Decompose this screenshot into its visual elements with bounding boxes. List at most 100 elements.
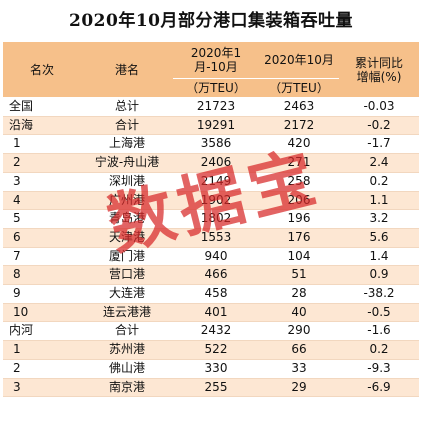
growth-cell: 5.6 [339,228,419,248]
header-port: 港名 [81,42,173,98]
growth-cell: -38.2 [339,284,419,304]
oct-cell: 2172 [259,116,339,136]
growth-cell: 1.1 [339,191,419,211]
oct-cell: 40 [259,303,339,323]
port-cell: 苏州港 [81,340,173,360]
page-title: 2020年10月部分港口集装箱吞吐量 [69,11,353,31]
table-row: 1 苏州港 522 66 0.2 [3,340,419,360]
growth-cell: 2.4 [339,153,419,173]
rank-cell: 8 [3,265,81,286]
ytd-cell: 401 [173,303,259,323]
table-unit-row: （万TEU） （万TEU） [3,78,419,98]
growth-cell: 0.2 [339,340,419,360]
oct-cell: 29 [259,378,339,398]
table-row: 沿海 合计 19291 2172 -0.2 [3,116,419,136]
oct-cell: 33 [259,359,339,379]
port-cell: 青岛港 [81,209,173,229]
ytd-cell: 21723 [173,97,259,117]
header-oct-unit: （万TEU） [259,78,339,98]
rank-cell: 1 [3,134,81,155]
table-row: 3 南京港 255 29 -6.9 [3,378,419,398]
port-cell: 南京港 [81,378,173,398]
ytd-cell: 19291 [173,116,259,136]
ytd-cell: 466 [173,265,259,286]
growth-cell: -0.5 [339,303,419,323]
oct-cell: 420 [259,134,339,155]
table-header-row: 名次 港名 2020年1月-10月 2020年10月 累计同比增幅(%) [3,42,419,98]
port-cell: 厦门港 [81,247,173,267]
growth-cell: 3.2 [339,209,419,229]
port-cell: 宁波-舟山港 [81,153,173,173]
growth-cell: -6.9 [339,378,419,398]
oct-cell: 290 [259,321,339,342]
growth-cell: -9.3 [339,359,419,379]
table-row: 9 大连港 458 28 -38.2 [3,284,419,304]
ytd-cell: 522 [173,340,259,360]
oct-cell: 2463 [259,97,339,117]
table-row: 2 宁波-舟山港 2406 271 2.4 [3,153,419,173]
port-cell: 佛山港 [81,359,173,379]
port-cell: 总计 [81,97,173,117]
rank-cell: 4 [3,191,81,211]
port-cell: 深圳港 [81,172,173,192]
port-cell: 合计 [81,116,173,136]
ytd-cell: 1553 [173,228,259,248]
table-row: 4 广州港 1902 206 1.1 [3,191,419,211]
header-rank: 名次 [3,42,81,98]
header-growth: 累计同比增幅(%) [339,42,419,98]
growth-cell: -1.7 [339,134,419,155]
growth-cell: -0.2 [339,116,419,136]
table-row: 7 厦门港 940 104 1.4 [3,247,419,267]
ytd-cell: 2149 [173,172,259,192]
header-ytd: 2020年1月-10月 [173,42,259,79]
rank-cell: 10 [3,303,81,323]
ytd-cell: 458 [173,284,259,304]
ytd-cell: 1802 [173,209,259,229]
rank-cell: 1 [3,340,81,360]
rank-cell: 5 [3,209,81,229]
port-cell: 大连港 [81,284,173,304]
ytd-cell: 940 [173,247,259,267]
growth-cell: -1.6 [339,321,419,342]
table-row: 全国 总计 21723 2463 -0.03 [3,97,419,117]
rank-cell: 3 [3,172,81,192]
growth-cell: -0.03 [339,97,419,117]
table-row: 3 深圳港 2149 258 0.2 [3,172,419,192]
growth-cell: 0.9 [339,265,419,286]
ytd-cell: 3586 [173,134,259,155]
oct-cell: 28 [259,284,339,304]
oct-cell: 206 [259,191,339,211]
port-cell: 合计 [81,321,173,342]
port-cell: 上海港 [81,134,173,155]
growth-cell: 0.2 [339,172,419,192]
ytd-cell: 255 [173,378,259,398]
oct-cell: 51 [259,265,339,286]
rank-cell: 全国 [3,97,81,117]
oct-cell: 176 [259,228,339,248]
table-row: 2 佛山港 330 33 -9.3 [3,359,419,379]
port-throughput-table: 名次 港名 2020年1月-10月 2020年10月 累计同比增幅(%) （万T… [3,42,419,398]
rank-cell: 内河 [3,321,81,342]
port-cell: 连云港港 [81,303,173,323]
rank-cell: 6 [3,228,81,248]
header-ytd-unit: （万TEU） [173,78,259,98]
rank-cell: 沿海 [3,116,81,136]
oct-cell: 66 [259,340,339,360]
rank-cell: 9 [3,284,81,304]
rank-cell: 2 [3,359,81,379]
ytd-cell: 2406 [173,153,259,173]
port-cell: 营口港 [81,265,173,286]
header-oct: 2020年10月 [259,42,339,79]
ytd-cell: 1902 [173,191,259,211]
port-cell: 天津港 [81,228,173,248]
table-body: 全国 总计 21723 2463 -0.03 沿海 合计 19291 2172 -0.2 1 上海港 3… [3,97,419,398]
growth-cell: 1.4 [339,247,419,267]
table-row: 1 上海港 3586 420 -1.7 [3,134,419,155]
rank-cell: 7 [3,247,81,267]
table-row: 5 青岛港 1802 196 3.2 [3,209,419,229]
oct-cell: 196 [259,209,339,229]
table-row: 10 连云港港 401 40 -0.5 [3,303,419,323]
ytd-cell: 2432 [173,321,259,342]
rank-cell: 3 [3,378,81,398]
oct-cell: 258 [259,172,339,192]
